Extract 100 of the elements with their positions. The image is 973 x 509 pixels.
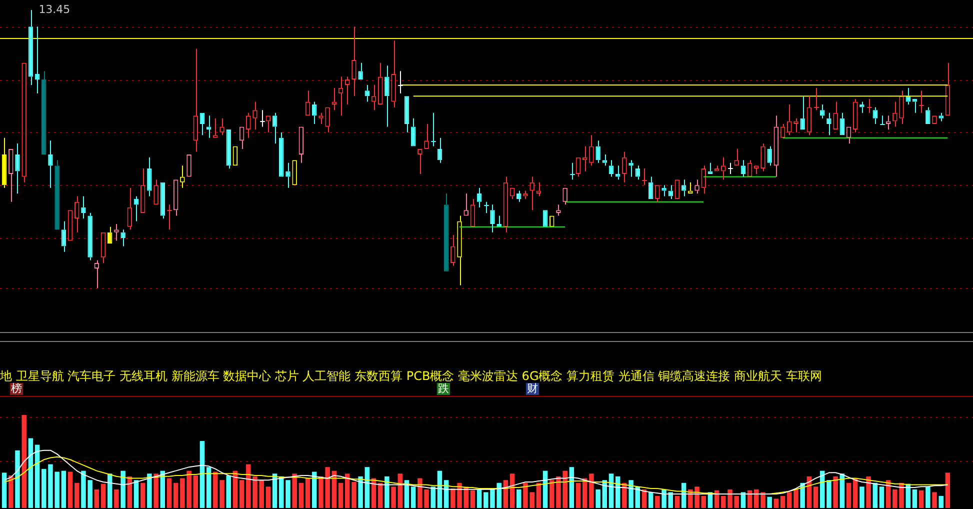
candlestick — [840, 112, 845, 136]
candlestick — [899, 90, 904, 124]
candlestick — [384, 65, 390, 128]
bar — [932, 492, 937, 508]
bar — [344, 474, 350, 508]
candlestick — [608, 160, 614, 178]
annotation: 13.45 — [38, 2, 70, 16]
bar — [774, 498, 779, 508]
candlestick — [880, 115, 886, 125]
bar — [852, 478, 858, 508]
bar — [872, 482, 878, 508]
bar — [34, 444, 40, 508]
bar — [596, 489, 600, 508]
bar — [470, 490, 476, 508]
bar — [430, 486, 436, 508]
bar — [918, 490, 924, 508]
candlestick — [358, 62, 363, 80]
candlestick — [28, 10, 34, 86]
candlestick — [622, 151, 627, 183]
candlestick — [740, 160, 746, 178]
candlestick — [298, 126, 304, 164]
bar — [239, 480, 244, 508]
candlestick — [681, 179, 686, 197]
candlestick — [523, 190, 528, 200]
bar — [114, 489, 119, 508]
text: 地 卫星导航 汽车电子 无线耳机 新能源车 数据中心 芯片 人工智能 东数西算 PCB概念 毫米波雷达 6G概念 算力租赁 光通信 铜缆高速连接 商业航天 车联网 — [0, 368, 822, 383]
candlestick — [747, 160, 752, 177]
bar — [945, 472, 950, 508]
candlestick — [437, 137, 442, 164]
candlestick — [728, 162, 734, 175]
bar — [22, 415, 26, 508]
bar — [767, 496, 772, 508]
bar — [879, 486, 884, 508]
candlestick — [556, 204, 561, 216]
candlestick — [54, 160, 60, 230]
candlestick — [107, 226, 112, 244]
candlestick — [496, 215, 502, 227]
candlestick — [61, 220, 66, 252]
candlestick — [74, 196, 80, 233]
candlestick — [252, 101, 258, 130]
candlestick — [642, 168, 648, 186]
candlestick — [846, 126, 852, 144]
bar — [589, 474, 594, 508]
bar — [94, 489, 100, 508]
candlestick — [193, 48, 198, 152]
bar — [134, 480, 139, 508]
candlestick — [655, 185, 660, 202]
candlestick — [800, 96, 805, 130]
bar — [154, 474, 158, 508]
candlestick — [760, 142, 766, 172]
candlestick — [476, 187, 482, 208]
candlestick — [371, 84, 376, 111]
candlestick — [378, 62, 383, 105]
bar — [794, 489, 798, 508]
candlestick — [430, 112, 436, 147]
candlestick — [615, 165, 620, 180]
bar — [391, 486, 396, 508]
bar — [378, 482, 383, 508]
bar — [912, 489, 918, 508]
candlestick — [88, 212, 92, 261]
bar — [358, 476, 363, 508]
bar — [68, 472, 73, 508]
candlestick — [668, 184, 673, 200]
bar — [866, 476, 871, 508]
candlestick — [404, 96, 410, 133]
candlestick — [8, 149, 14, 202]
candlestick — [173, 180, 178, 216]
bar — [860, 486, 864, 508]
candlestick — [305, 90, 310, 116]
bar — [938, 496, 944, 508]
candlestick — [602, 154, 608, 166]
candlestick — [938, 112, 944, 122]
candlestick — [774, 115, 779, 178]
candlestick — [767, 146, 772, 166]
candlestick — [2, 137, 7, 188]
bar — [628, 480, 634, 508]
bar — [536, 482, 542, 508]
candlestick — [806, 96, 812, 136]
candlestick — [490, 204, 495, 233]
bar — [549, 480, 554, 508]
candlestick — [22, 62, 26, 183]
candlestick — [635, 165, 640, 180]
bar — [266, 486, 271, 508]
candlestick — [166, 204, 172, 230]
candlestick — [754, 166, 759, 175]
candlestick — [100, 232, 106, 264]
candlestick — [318, 112, 324, 124]
candlestick — [15, 142, 20, 194]
bar — [8, 475, 14, 508]
candlestick — [154, 179, 158, 205]
bar — [206, 467, 212, 508]
bar — [2, 472, 7, 508]
bar — [338, 482, 344, 508]
candlestick — [694, 179, 700, 194]
bar — [826, 480, 832, 508]
candlestick — [786, 104, 792, 136]
bar — [800, 482, 805, 508]
candlestick — [872, 106, 878, 124]
candlestick — [886, 115, 891, 130]
candlestick — [906, 87, 910, 106]
